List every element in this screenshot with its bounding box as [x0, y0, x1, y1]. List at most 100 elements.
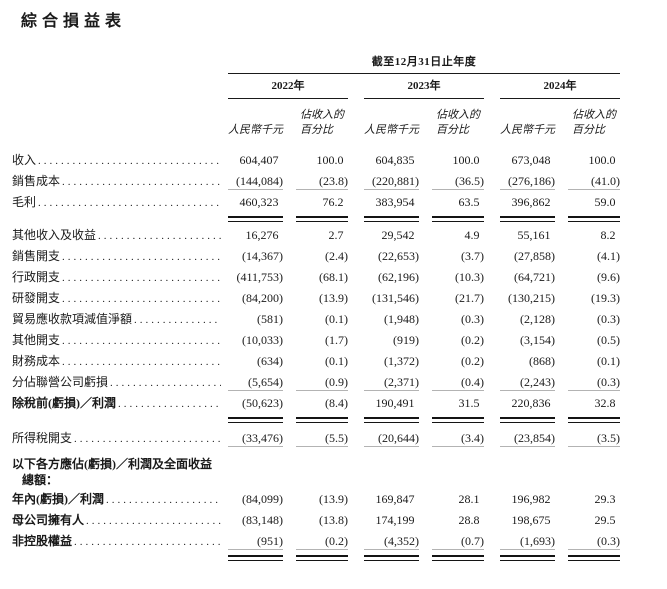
row-label-text: 其他收入及收益: [12, 228, 97, 242]
amount-cell: (64,721): [514, 270, 555, 284]
leader-dots: [62, 291, 221, 307]
row-label: 母公司擁有人: [0, 511, 228, 529]
percent-cell: 28.8: [458, 513, 480, 527]
percent-cell: 100.0: [452, 153, 480, 167]
double-rule-row: [0, 216, 667, 222]
percent-cell: (0.9): [296, 373, 348, 391]
row-label: 除稅前(虧損)／利潤: [0, 394, 228, 412]
percent-cell: 100.0: [316, 153, 344, 167]
amount-cell: (3,154): [520, 333, 555, 347]
leader-dots: [38, 153, 221, 169]
amount-cell: (581): [257, 312, 283, 326]
percent-cell: (10.3): [455, 270, 484, 284]
table-row: 其他開支 (10,033) (1.7) (919) (0.2) (3,154) (0.5): [0, 331, 667, 352]
percent-cell: 28.1: [458, 492, 480, 506]
double-rule-row: [0, 417, 667, 423]
table-row: 財務成本 (634) (0.1) (1,372) (0.2) (868) (0.1): [0, 352, 667, 373]
amount-cell: 16,276: [245, 228, 279, 242]
row-label-text: 研發開支: [12, 291, 61, 305]
percent-cell: 4.9: [464, 228, 480, 242]
percent-cell: 29.3: [594, 492, 616, 506]
amount-cell: 604,407: [239, 153, 279, 167]
row-label-text: 其他開支: [12, 333, 61, 347]
amount-cell: (868): [529, 354, 555, 368]
percent-cell: (19.3): [591, 291, 620, 305]
percent-cell: (9.6): [597, 270, 620, 284]
row-label-text: 銷售成本: [12, 174, 61, 188]
percent-cell: (0.3): [568, 373, 620, 391]
amount-header-label: 人民幣千元: [228, 124, 283, 136]
table-row: 非控股權益 (951) (0.2) (4,352) (0.7) (1,693) (0.3): [0, 532, 667, 553]
percent-cell: (3.5): [568, 429, 620, 447]
percent-cell: 32.8: [594, 396, 616, 410]
amount-cell: (2,243): [500, 373, 555, 391]
percent-cell: (36.5): [432, 172, 484, 190]
table-row: 所得稅開支 (33,476) (5.5) (20,644) (3.4) (23,854) (…: [0, 429, 667, 450]
amount-cell: (2,371): [364, 373, 419, 391]
amount-cell: 220,836: [511, 396, 551, 410]
double-rule-spacer: [0, 555, 228, 561]
row-label: 年內(虧損)／利潤: [0, 490, 228, 508]
row-label: 所得稅開支: [0, 429, 228, 447]
amount-column-header: 人民幣千元: [364, 108, 419, 138]
percent-cell: (0.5): [597, 333, 620, 347]
amount-cell: (27,858): [514, 249, 555, 263]
leader-dots: [74, 534, 221, 550]
table-row: 母公司擁有人 (83,148) (13.8) 174,199 28.8 198,675 29…: [0, 511, 667, 532]
amount-cell: (22,653): [378, 249, 419, 263]
amount-cell: 29,542: [381, 228, 415, 242]
percent-cell: (0.1): [325, 312, 348, 326]
percent-header-line1: 佔收入的: [436, 109, 480, 121]
row-gap: [0, 450, 667, 452]
row-label: 收入: [0, 151, 228, 169]
percent-cell: (0.2): [296, 532, 348, 550]
amount-cell: 604,835: [375, 153, 415, 167]
amount-cell: (220,881): [364, 172, 419, 190]
amount-header-label: 人民幣千元: [364, 124, 419, 136]
table-row: 毛利 460,323 76.2 383,954 63.5 396,862 59.0: [0, 193, 667, 214]
double-rule: [500, 417, 555, 423]
amount-cell: (20,644): [364, 429, 419, 447]
table-row: 貿易應收款項減值淨額 (581) (0.1) (1,948) (0.3) (2,128) (…: [0, 310, 667, 331]
percent-cell: (3.7): [461, 249, 484, 263]
year-header-2022: 2022年: [228, 80, 348, 99]
row-label-text: 年內(虧損)／利潤: [12, 492, 104, 506]
percent-cell: (0.3): [597, 312, 620, 326]
table-row: 收入 604,407 100.0 604,835 100.0 673,048 100.0: [0, 151, 667, 172]
percent-cell: (3.4): [432, 429, 484, 447]
year-header-2024: 2024年: [500, 80, 620, 99]
amount-cell: 673,048: [511, 153, 551, 167]
period-rule: [228, 73, 620, 74]
leader-dots: [118, 396, 221, 412]
row-label: 研發開支: [0, 289, 228, 307]
row-label-text: 收入: [12, 153, 37, 167]
percent-cell: (13.9): [319, 492, 348, 506]
double-rule: [296, 417, 348, 423]
row-label-text: 毛利: [12, 195, 37, 209]
table-rows: 收入 604,407 100.0 604,835 100.0 673,048 100.0 銷售…: [0, 151, 667, 561]
income-statement-page: 綜合損益表 截至12月31日止年度 2022年 2023年 2024年 人民幣千…: [0, 12, 667, 589]
amount-cell: (130,215): [508, 291, 555, 305]
table-row: 行政開支 (411,753) (68.1) (62,196) (10.3) (64,721…: [0, 268, 667, 289]
amount-cell: (1,693): [500, 532, 555, 550]
double-rule: [432, 417, 484, 423]
amount-cell: (14,367): [242, 249, 283, 263]
table-row: 研發開支 (84,200) (13.9) (131,546) (21.7) (130,21…: [0, 289, 667, 310]
double-rule-spacer: [0, 216, 228, 222]
amount-cell: 174,199: [375, 513, 415, 527]
leader-dots: [62, 174, 221, 190]
percent-header-line1: 佔收入的: [300, 109, 344, 121]
double-rule: [364, 555, 419, 561]
percent-cell: (68.1): [319, 270, 348, 284]
percent-cell: (0.1): [597, 354, 620, 368]
percent-cell: 29.5: [594, 513, 616, 527]
percent-header-line2: 百分比: [572, 124, 605, 136]
row-label: 非控股權益: [0, 532, 228, 550]
leader-dots: [74, 431, 221, 447]
leader-dots: [110, 375, 221, 391]
row-label: 其他開支: [0, 331, 228, 349]
amount-cell: 196,982: [511, 492, 551, 506]
row-label: 行政開支: [0, 268, 228, 286]
section-header-row: 以下各方應佔(虧損)／利潤及全面收益 總額：: [0, 456, 667, 488]
amount-cell: (62,196): [378, 270, 419, 284]
